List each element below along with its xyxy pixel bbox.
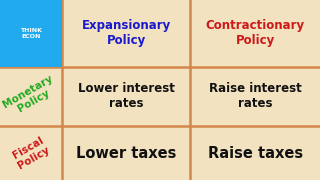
- Text: Lower taxes: Lower taxes: [76, 145, 177, 161]
- Text: Raise interest
rates: Raise interest rates: [209, 82, 301, 110]
- Bar: [0, 0, 62, 67]
- Text: Fiscal
Policy: Fiscal Policy: [11, 135, 52, 171]
- Text: Contractionary
Policy: Contractionary Policy: [206, 19, 305, 47]
- Text: Expansionary
Policy: Expansionary Policy: [82, 19, 171, 47]
- Text: Lower interest
rates: Lower interest rates: [78, 82, 175, 110]
- Text: THINK
ECON: THINK ECON: [20, 28, 42, 39]
- Text: Monetary
Policy: Monetary Policy: [2, 73, 61, 120]
- Text: Raise taxes: Raise taxes: [208, 145, 303, 161]
